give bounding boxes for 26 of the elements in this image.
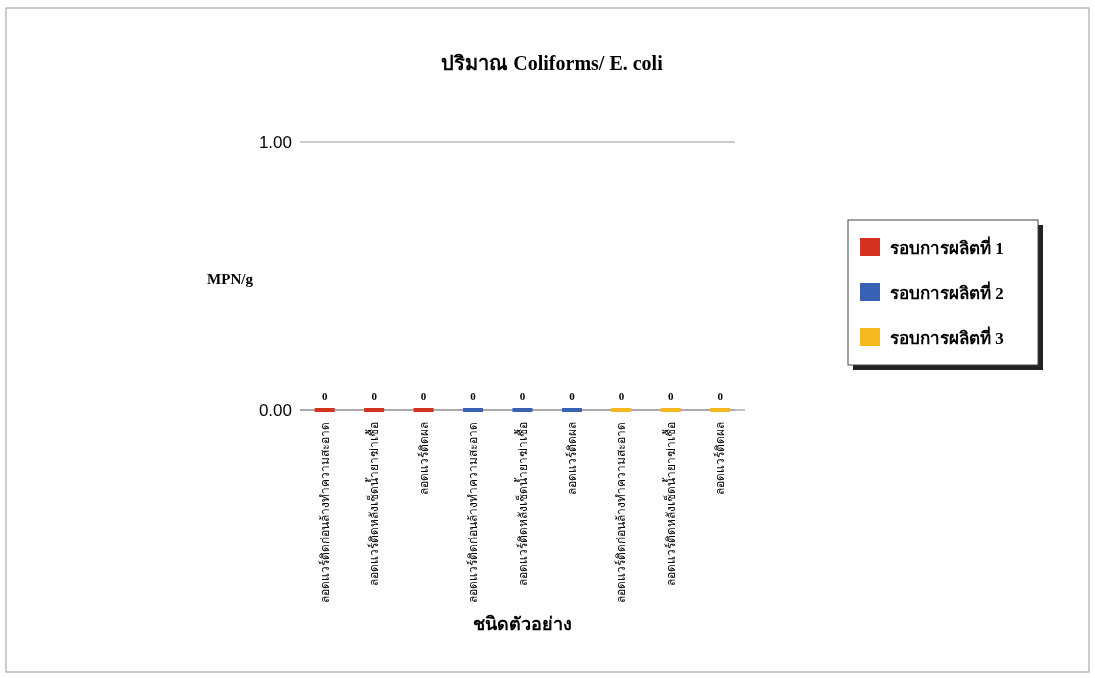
data-label: 0: [717, 390, 724, 402]
x-tick-label: ลอดแวร์ติดหลังเช็ดน้ำยาฆ่าเชื้อ: [661, 422, 678, 586]
x-tick-label: ลอดแวร์ติดผล: [713, 422, 728, 495]
chart-title: ปริมาณ Coliforms/ E. coli: [441, 52, 664, 74]
legend-label: รอบการผลิตที่ 3: [890, 326, 1004, 348]
x-tick-label: ลอดแวร์ติดผล: [564, 422, 579, 495]
x-tick-label: ลอดแวร์ติดก่อนล้างทำความสะอาด: [614, 422, 629, 603]
x-axis-title: ชนิดตัวอย่าง: [472, 614, 572, 634]
x-tick-label: ลอดแวร์ติดก่อนล้างทำความสะอาด: [317, 422, 332, 603]
x-tick-label: ลอดแวร์ติดก่อนล้างทำความสะอาด: [466, 422, 481, 603]
y-tick-label: 1.00: [258, 133, 292, 152]
data-label: 0: [321, 390, 328, 402]
x-tick-label: ลอดแวร์ติดผล: [416, 422, 431, 495]
data-label: 0: [371, 390, 378, 402]
y-axis-title: MPN/g: [207, 271, 254, 287]
data-label: 0: [668, 390, 675, 402]
data-label: 0: [569, 390, 576, 402]
legend-label: รอบการผลิตที่ 1: [890, 236, 1004, 258]
y-tick-label: 0.00: [258, 401, 292, 420]
data-label: 0: [420, 390, 427, 402]
data-label: 0: [618, 390, 625, 402]
x-tick-label: ลอดแวร์ติดหลังเช็ดน้ำยาฆ่าเชื้อ: [513, 422, 530, 586]
x-tick-label: ลอดแวร์ติดหลังเช็ดน้ำยาฆ่าเชื้อ: [365, 422, 382, 586]
data-label: 0: [470, 390, 477, 402]
data-label: 0: [519, 390, 526, 402]
legend-label: รอบการผลิตที่ 2: [890, 281, 1004, 303]
